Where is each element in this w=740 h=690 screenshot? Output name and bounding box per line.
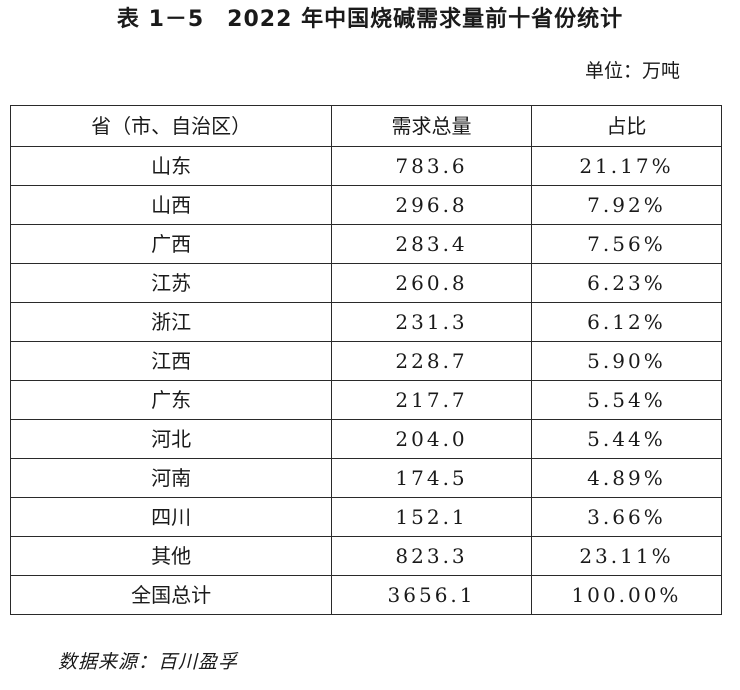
header-province: 省（市、自治区） <box>9 105 333 147</box>
cell-demand: 296.8 <box>331 185 532 225</box>
cell-demand: 3656.1 <box>331 575 532 615</box>
cell-province: 广东 <box>9 380 333 420</box>
cell-share: 4.89% <box>530 458 723 498</box>
cell-province: 河北 <box>9 419 333 459</box>
cell-share: 6.23% <box>530 263 723 303</box>
cell-demand: 204.0 <box>331 419 532 459</box>
cell-demand: 152.1 <box>331 497 532 537</box>
table-row: 河北 204.0 5.44% <box>9 419 723 459</box>
cell-share: 100.00% <box>530 575 723 615</box>
cell-share: 21.17% <box>530 146 723 186</box>
cell-province: 其他 <box>9 536 333 576</box>
cell-province: 江苏 <box>9 263 333 303</box>
cell-province: 四川 <box>9 497 333 537</box>
table-title: 表 1－5 2022 年中国烧碱需求量前十省份统计 <box>116 7 624 32</box>
table-body: 山东 783.6 21.17% 山西 296.8 7.92% 广西 283.4 7.56% 江苏 2… <box>9 146 723 615</box>
table-row: 四川 152.1 3.66% <box>9 497 723 537</box>
cell-demand: 823.3 <box>331 536 532 576</box>
table-header-row: 省（市、自治区） 需求总量 占比 <box>9 105 723 147</box>
cell-province: 山西 <box>9 185 333 225</box>
cell-demand: 228.7 <box>331 341 532 381</box>
header-share: 占比 <box>530 105 723 147</box>
cell-demand: 231.3 <box>331 302 532 342</box>
cell-share: 5.54% <box>530 380 723 420</box>
cell-demand: 783.6 <box>331 146 532 186</box>
cell-province: 山东 <box>9 146 333 186</box>
table-row: 其他 823.3 23.11% <box>9 536 723 576</box>
table-row: 山东 783.6 21.17% <box>9 146 723 186</box>
cell-province: 江西 <box>9 341 333 381</box>
data-source: 数据来源：百川盈孚 <box>58 651 239 673</box>
table-row: 浙江 231.3 6.12% <box>9 302 723 342</box>
cell-province: 广西 <box>9 224 333 264</box>
table-row: 广西 283.4 7.56% <box>9 224 723 264</box>
cell-province: 浙江 <box>9 302 333 342</box>
cell-demand: 283.4 <box>331 224 532 264</box>
cell-province: 全国总计 <box>9 575 333 615</box>
demand-table: 省（市、自治区） 需求总量 占比 山东 783.6 21.17% 山西 296.8 7.9… <box>9 105 723 615</box>
table-row: 山西 296.8 7.92% <box>9 185 723 225</box>
cell-share: 5.44% <box>530 419 723 459</box>
table-row: 广东 217.7 5.54% <box>9 380 723 420</box>
table-row: 全国总计 3656.1 100.00% <box>9 575 723 615</box>
header-demand: 需求总量 <box>331 105 532 147</box>
table-row: 江西 228.7 5.90% <box>9 341 723 381</box>
unit-label: 单位：万吨 <box>584 60 680 82</box>
table-row: 江苏 260.8 6.23% <box>9 263 723 303</box>
cell-share: 5.90% <box>530 341 723 381</box>
cell-share: 7.56% <box>530 224 723 264</box>
cell-share: 3.66% <box>530 497 723 537</box>
cell-demand: 174.5 <box>331 458 532 498</box>
cell-province: 河南 <box>9 458 333 498</box>
cell-share: 7.92% <box>530 185 723 225</box>
cell-demand: 260.8 <box>331 263 532 303</box>
table-row: 河南 174.5 4.89% <box>9 458 723 498</box>
cell-share: 6.12% <box>530 302 723 342</box>
cell-demand: 217.7 <box>331 380 532 420</box>
cell-share: 23.11% <box>530 536 723 576</box>
